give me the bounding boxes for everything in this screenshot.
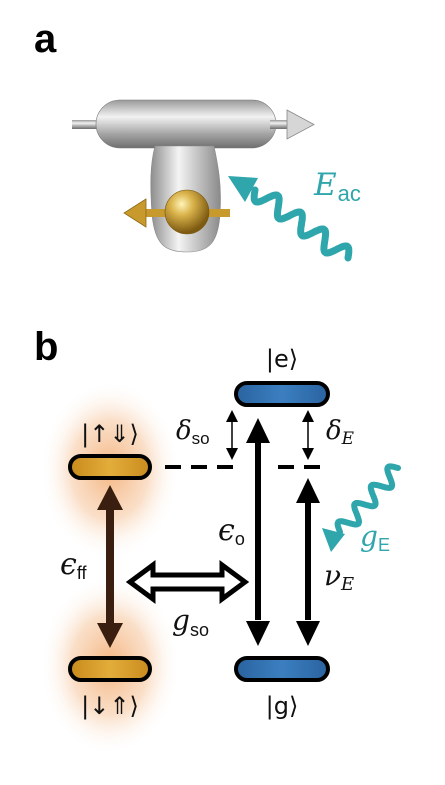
eps-o-label: ϵo xyxy=(218,513,245,549)
top-gate-bar xyxy=(95,99,277,149)
eps-ff-subscript: ff xyxy=(77,563,88,583)
delta-e-subscript: E xyxy=(341,429,355,449)
eps-o-arrow xyxy=(246,418,270,646)
eps-ff-label: ϵff xyxy=(60,547,87,583)
g-so-subscript: so xyxy=(190,620,209,640)
eps-ff-symbol: ϵ xyxy=(60,547,77,582)
delta-e-symbol: δ xyxy=(326,416,342,446)
delta-so-head-down xyxy=(226,448,238,460)
g-so-hollow-arrow xyxy=(125,560,250,604)
delta-e-arrow xyxy=(302,410,314,460)
g-so-label: gso xyxy=(172,604,209,640)
right-arrow-icon xyxy=(286,109,315,140)
electron-ball xyxy=(164,189,210,235)
ac-field-label: Eac xyxy=(313,167,361,206)
g-e-wave-icon xyxy=(322,463,401,552)
ac-field-subscript: ac xyxy=(338,181,361,206)
g-e-subscript: E xyxy=(378,535,390,555)
ac-field-symbol: E xyxy=(313,167,337,203)
level-hole-up xyxy=(68,454,152,480)
nu-e-arrowhead-up xyxy=(296,478,320,503)
delta-so-subscript: so xyxy=(192,429,210,448)
g-e-symbol: g xyxy=(360,520,378,553)
delta-so-arrow xyxy=(226,410,238,460)
g-so-symbol: g xyxy=(172,604,190,637)
nu-e-arrowhead-down xyxy=(296,621,320,646)
delta-so-symbol: δ xyxy=(176,416,192,446)
state-ground-label: |g⟩ xyxy=(266,692,299,720)
right-rod xyxy=(270,120,290,129)
nu-e-symbol: ν xyxy=(324,559,341,592)
panel-a-label: a xyxy=(34,17,57,61)
delta-e-head-down xyxy=(302,448,314,460)
eps-o-arrowhead-up xyxy=(246,418,270,443)
ac-wave-arrowhead xyxy=(228,176,258,202)
delta-e-head-up xyxy=(302,410,314,422)
state-hole-up-label: |↑⇓⟩ xyxy=(81,420,139,448)
delta-so-label: δso xyxy=(176,416,210,448)
g-e-label: gE xyxy=(360,520,390,555)
state-hole-down-label: |↓⇑⟩ xyxy=(81,692,139,720)
delta-e-label: δE xyxy=(326,416,355,449)
level-ground xyxy=(234,656,330,682)
nu-e-label: νE xyxy=(324,559,354,595)
spin-arrow-icon xyxy=(123,198,147,228)
ac-field-wave-icon xyxy=(228,176,353,262)
eps-o-subscript: o xyxy=(235,529,245,549)
eps-ff-arrow xyxy=(97,485,123,648)
g-so-arrow-shape xyxy=(125,560,250,604)
quantum-dot-device-illustration xyxy=(72,99,315,253)
left-rod xyxy=(72,120,102,129)
level-excited xyxy=(234,381,330,407)
eps-ff-arrowhead-down xyxy=(97,623,123,648)
eps-o-arrowhead-down xyxy=(246,621,270,646)
eps-ff-arrowhead-up xyxy=(97,485,123,510)
eps-o-symbol: ϵ xyxy=(218,513,235,548)
nu-e-arrow xyxy=(296,478,320,646)
panel-b-label: b xyxy=(34,325,58,369)
g-e-wave-arrowhead xyxy=(322,528,345,552)
state-excited-label: |e⟩ xyxy=(266,345,298,373)
delta-so-head-up xyxy=(226,410,238,422)
g-e-wave-path xyxy=(334,463,401,535)
level-hole-down xyxy=(68,656,152,682)
nu-e-subscript: E xyxy=(340,574,354,595)
ac-wave-path xyxy=(250,186,353,262)
